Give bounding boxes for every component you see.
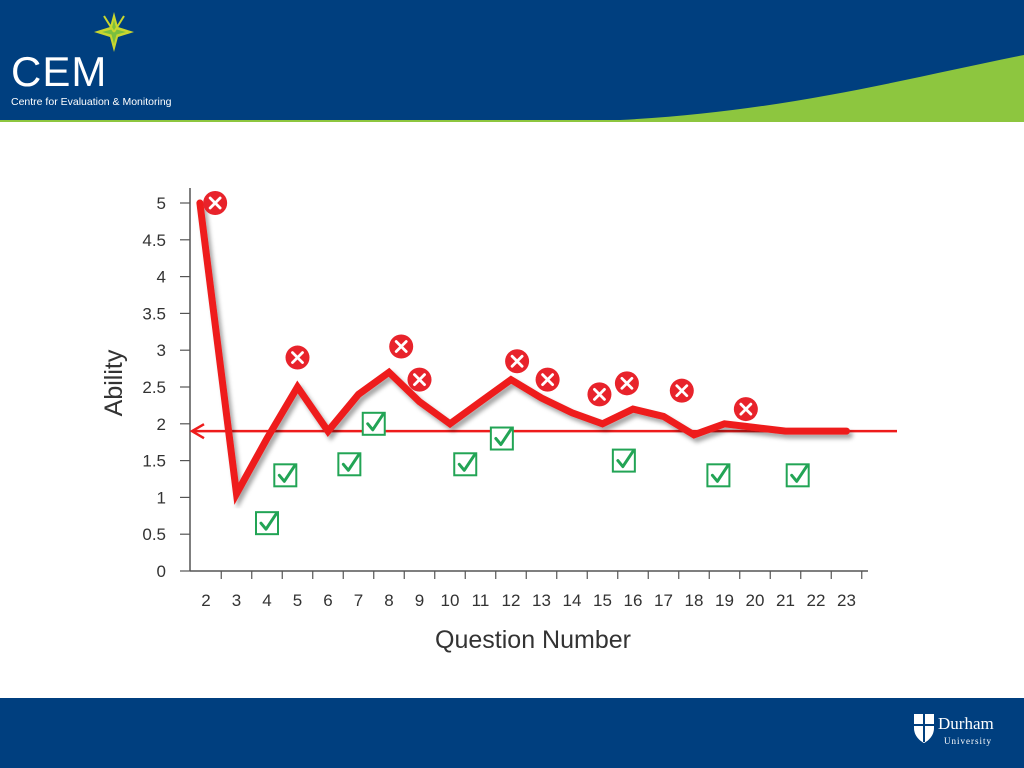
x-tick-label: 6 [323, 591, 332, 610]
x-tick-label: 13 [532, 591, 551, 610]
y-tick-label: 5 [157, 194, 166, 213]
correct-mark-icon [337, 452, 362, 477]
x-tick-label: 9 [415, 591, 424, 610]
incorrect-mark-icon [535, 367, 560, 392]
answer-marks-group [203, 191, 810, 536]
x-tick-label: 3 [232, 591, 241, 610]
correct-mark-icon [273, 463, 298, 488]
x-tick-label: 15 [593, 591, 612, 610]
university-name: Durham [938, 714, 994, 733]
brand-logo: CEM Centre for Evaluation & Monitoring [11, 51, 172, 109]
x-tick-label: 10 [441, 591, 460, 610]
shield-icon [914, 714, 934, 743]
incorrect-mark-icon [614, 371, 639, 396]
incorrect-mark-icon [733, 397, 758, 422]
y-axis-title: Ability [100, 349, 128, 416]
reference-arrowhead [189, 423, 205, 440]
incorrect-mark-icon [389, 334, 414, 359]
x-tick-label: 19 [715, 591, 734, 610]
x-tick-label: 22 [807, 591, 826, 610]
ability-chart: 00.511.522.533.544.552 3 4 5 6 7 8 9 10 11 12 13 14 1… [100, 188, 897, 654]
x-tick-label: 16 [624, 591, 643, 610]
x-tick-label: 11 [472, 591, 490, 610]
x-tick-label: 23 [837, 591, 856, 610]
x-tick-label: 2 [201, 591, 210, 610]
incorrect-mark-icon [285, 345, 310, 370]
incorrect-mark-icon [587, 382, 612, 407]
y-tick-label: 0 [157, 562, 166, 581]
footer-bar: Durham University [0, 698, 1024, 768]
correct-mark-icon [489, 426, 514, 451]
x-tick-label: 18 [685, 591, 704, 610]
x-tick-label: 7 [354, 591, 363, 610]
ability-series-line [196, 199, 850, 505]
university-subtitle: University [944, 736, 992, 746]
y-tick-label: 4.5 [142, 231, 166, 250]
y-tick-label: 1.5 [142, 452, 166, 471]
correct-mark-icon [361, 411, 386, 436]
y-tick-label: 2 [157, 415, 166, 434]
header-banner [0, 0, 1024, 130]
incorrect-mark-icon [505, 349, 530, 374]
axes: 00.511.522.533.544.552 3 4 5 6 7 8 9 10 11 12 13 14 1… [142, 188, 868, 610]
university-logo: Durham University [912, 712, 1012, 756]
y-tick-label: 0.5 [142, 525, 166, 544]
y-tick-label: 2.5 [142, 378, 166, 397]
correct-mark-icon [453, 452, 478, 477]
x-tick-label: 5 [293, 591, 302, 610]
x-tick-label: 12 [502, 591, 521, 610]
incorrect-mark-icon [669, 378, 694, 403]
y-tick-label: 3.5 [142, 304, 166, 323]
star-logo-icon [94, 12, 134, 52]
series-group [196, 199, 850, 505]
incorrect-mark-icon [203, 191, 228, 215]
x-tick-label: 8 [384, 591, 393, 610]
x-axis-title: Question Number [435, 626, 631, 654]
x-tick-label: 21 [776, 591, 795, 610]
y-tick-label: 4 [157, 268, 166, 287]
x-tick-label: 17 [654, 591, 673, 610]
brand-subtitle: Centre for Evaluation & Monitoring [11, 96, 172, 108]
correct-mark-icon [706, 463, 731, 488]
correct-mark-icon [255, 511, 279, 536]
x-tick-label: 14 [563, 591, 582, 610]
y-tick-label: 3 [157, 341, 166, 360]
y-tick-label: 1 [157, 488, 166, 507]
x-tick-label: 4 [262, 591, 271, 610]
correct-mark-icon [611, 448, 636, 473]
x-tick-label: 20 [746, 591, 765, 610]
brand-name: CEM [11, 48, 108, 95]
incorrect-mark-icon [407, 367, 432, 392]
correct-mark-icon [785, 463, 810, 488]
